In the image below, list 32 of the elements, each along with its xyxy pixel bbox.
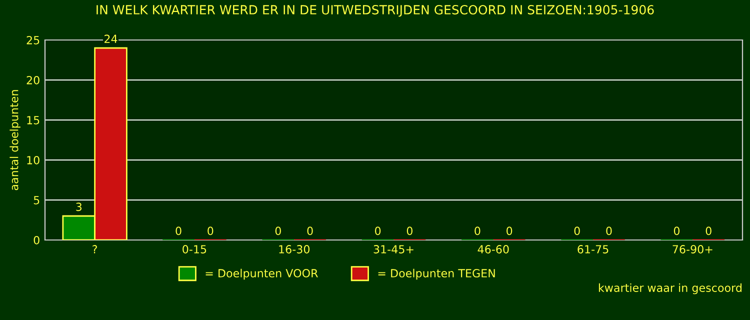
data-label: 3 bbox=[76, 202, 82, 212]
legend-label: = Doelpunten TEGEN bbox=[378, 268, 495, 280]
x-tick-label: 76-90+ bbox=[672, 245, 712, 254]
y-tick-label: 20 bbox=[26, 76, 40, 84]
data-label: 0 bbox=[307, 226, 313, 236]
x-tick-label: 61-75 bbox=[578, 245, 608, 254]
data-label: 0 bbox=[606, 226, 612, 236]
data-label: 0 bbox=[375, 226, 381, 236]
x-tick-label: 46-60 bbox=[478, 245, 509, 254]
y-tick-label: 5 bbox=[34, 196, 40, 204]
y-tick-label: 0 bbox=[34, 236, 40, 244]
x-tick-label: 16-30 bbox=[279, 245, 310, 254]
data-label: 0 bbox=[208, 226, 214, 236]
x-axis-title: kwartier waar in gescoord bbox=[598, 283, 742, 294]
data-label: 24 bbox=[104, 34, 118, 43]
y-axis-title: aantal doelpunten bbox=[10, 90, 20, 190]
data-label: 0 bbox=[474, 226, 480, 236]
data-label: 0 bbox=[674, 226, 680, 236]
y-tick-label: 10 bbox=[27, 156, 40, 164]
x-tick-label: 0-15 bbox=[182, 245, 206, 254]
x-tick-label: ? bbox=[92, 245, 97, 254]
data-label: 0 bbox=[275, 226, 281, 236]
data-label: 0 bbox=[706, 226, 712, 236]
y-tick-label: 25 bbox=[26, 36, 40, 44]
y-tick-label: 15 bbox=[27, 116, 40, 124]
chart-title: IN WELK KWARTIER WERD ER IN DE UITWEDSTRIJDEN GESCOORD IN SEIZOEN:1905-1906 bbox=[96, 5, 654, 17]
data-label: 0 bbox=[406, 226, 412, 236]
x-tick-label: 31-45+ bbox=[374, 245, 414, 254]
data-label: 0 bbox=[506, 226, 512, 236]
data-label: 0 bbox=[574, 226, 580, 236]
legend-label: = Doelpunten VOOR bbox=[206, 268, 318, 280]
data-label: 0 bbox=[176, 226, 182, 236]
